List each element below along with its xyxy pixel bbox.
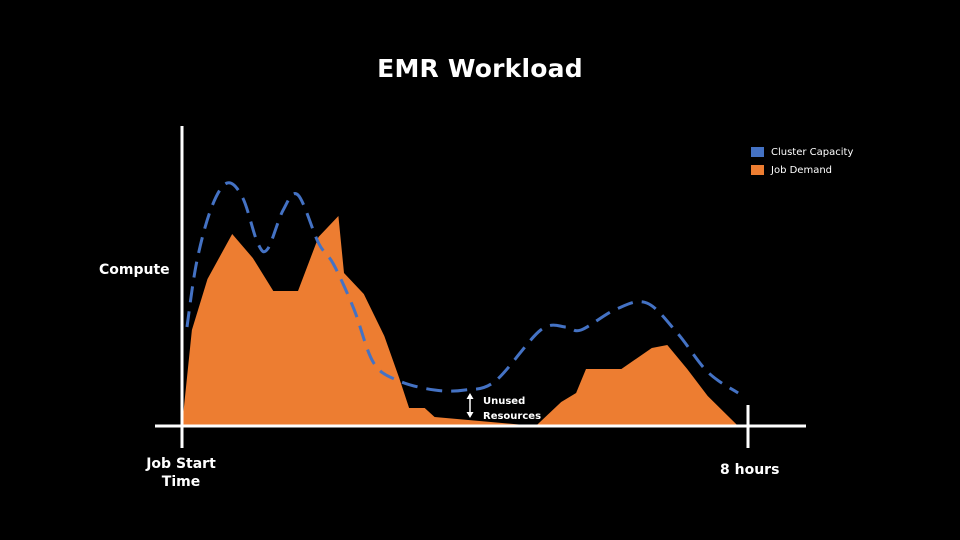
chart-marks [182, 183, 738, 426]
unused-resources-annotation: Unused Resources [483, 394, 553, 424]
x-end-label: 8 hours [720, 462, 779, 478]
legend-label-capacity: Cluster Capacity [771, 147, 853, 158]
legend-item-job-demand: Job Demand [751, 161, 853, 179]
legend-label-demand: Job Demand [771, 165, 832, 176]
legend: Cluster Capacity Job Demand [751, 143, 853, 179]
series-job-demand-area [182, 216, 738, 426]
legend-swatch-capacity [751, 147, 764, 157]
chart-title: EMR Workload [0, 54, 960, 83]
legend-swatch-demand [751, 165, 764, 175]
y-axis-label: Compute [99, 262, 170, 278]
legend-item-cluster-capacity: Cluster Capacity [751, 143, 853, 161]
double-arrow-icon [467, 393, 474, 418]
x-start-label: Job Start Time [136, 455, 226, 491]
